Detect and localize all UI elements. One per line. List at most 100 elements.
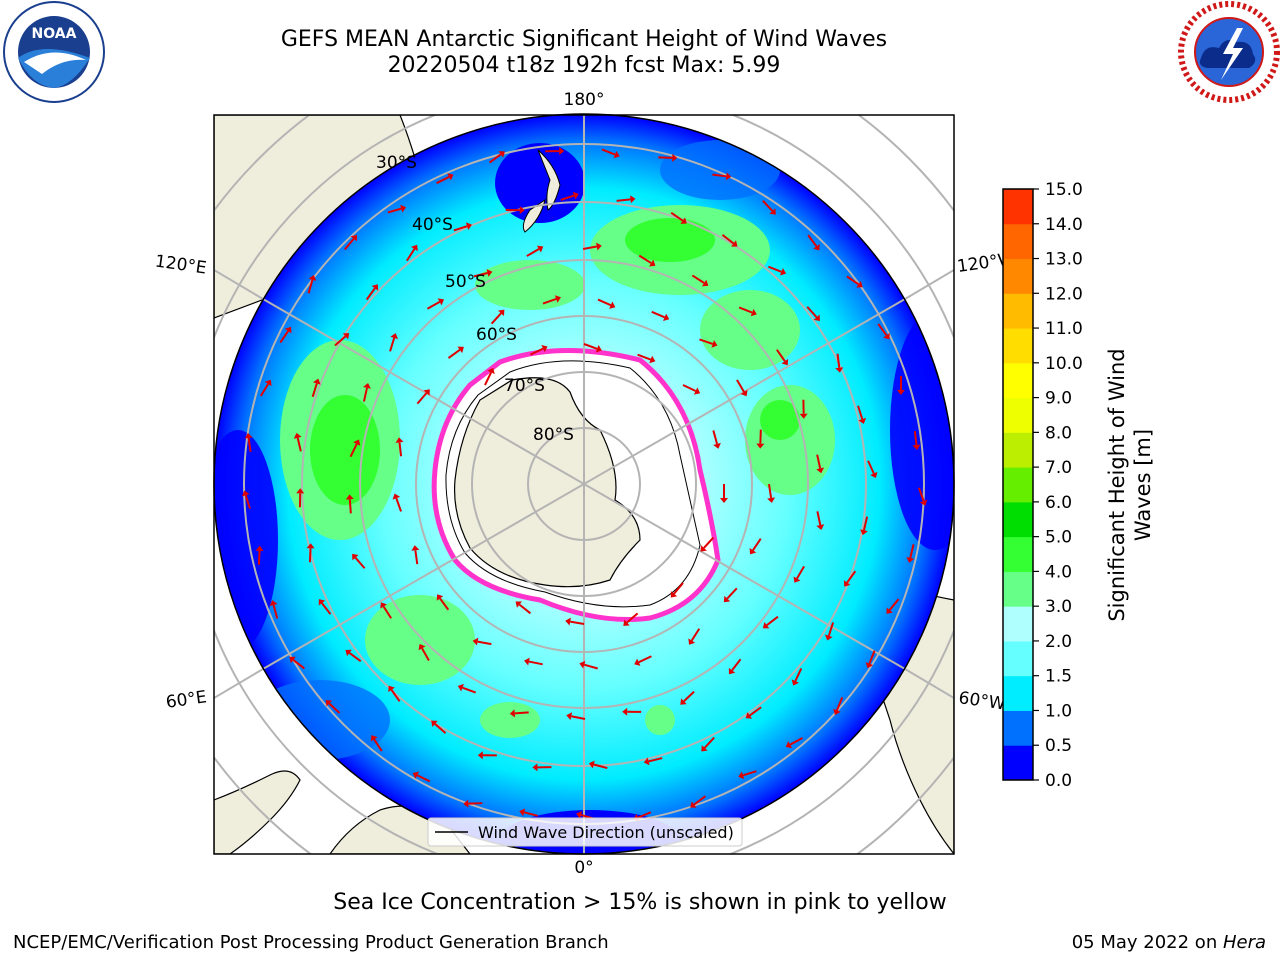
colorbar-block (1003, 640, 1033, 677)
wave-direction-arrowhead (318, 599, 326, 606)
wave-direction-arrowhead (835, 367, 844, 373)
wave-direction-arrowhead (906, 557, 915, 563)
wave-direction-arrowhead (700, 545, 707, 552)
wave-direction-arrow (395, 497, 402, 512)
wave-direction-arrowhead (649, 355, 656, 364)
footer-credit: NCEP/EMC/Verification Post Processing Pr… (13, 932, 609, 953)
wave-direction-arrowhead (524, 657, 530, 666)
wave-direction-arrow (349, 443, 358, 458)
wave-direction-arrowhead (363, 383, 371, 389)
wave-direction-arrowhead (579, 660, 586, 669)
wave-direction-arrowhead (843, 580, 851, 587)
wave-direction-arrowhead (498, 151, 505, 158)
colorbar-tick-label: 12.0 (1045, 284, 1083, 304)
wave-direction-arrow (490, 312, 502, 325)
wave-direction-arrow (712, 430, 719, 445)
wave-direction-arrowhead (912, 444, 921, 450)
wave-direction-arrowhead (919, 499, 928, 506)
wave-direction-arrow (877, 323, 888, 336)
wave-direction-arrowhead (395, 437, 404, 443)
noaa-logo: NOAA (3, 1, 105, 103)
colorbar-block (1003, 397, 1033, 433)
wave-direction-arrowhead (833, 708, 841, 715)
wave-direction-arrowhead (649, 259, 656, 267)
wave-direction-arrowhead (486, 269, 493, 277)
wave-direction-arrow (601, 148, 616, 156)
colorbar-block (1003, 258, 1033, 294)
wave-direction-arrowhead (457, 683, 464, 692)
wave-direction-arrow (571, 715, 586, 720)
wave-direction-arrow (626, 612, 639, 624)
wave-direction-arrow (616, 198, 631, 202)
colorbar-block (1003, 501, 1033, 538)
ocean-disc (214, 114, 954, 854)
wave-direction-arrow (514, 711, 529, 715)
wave-direction-arrowhead (388, 685, 395, 693)
wave-direction-arrowhead (437, 298, 444, 306)
wave-direction-arrowhead (791, 679, 799, 686)
colorbar-tick-label: 0.0 (1045, 771, 1072, 791)
colorbar-block (1003, 571, 1033, 607)
wave-direction-arrow (796, 565, 805, 579)
wave-direction-arrow (742, 770, 757, 777)
wave-direction-arrowhead (813, 243, 820, 251)
wave-direction-arrowhead (411, 545, 420, 551)
wave-direction-arrow (311, 383, 318, 398)
wave-direction-arrowhead (572, 191, 579, 200)
colorbar-tick-label: 0.5 (1045, 736, 1072, 756)
wave-direction-arrowhead (643, 757, 650, 766)
wave-direction-arrow (638, 254, 652, 264)
wave-direction-arrow (736, 379, 745, 393)
wave-direction-arrow (398, 442, 403, 457)
wave-direction-arrowhead (536, 245, 544, 253)
wave-direction-arrow (597, 298, 612, 307)
wave-direction-arrow (526, 248, 540, 257)
wave-direction-arrowhead (342, 333, 350, 340)
wave-direction-arrowhead (345, 649, 352, 657)
wave-direction-arrow (488, 153, 502, 164)
wave-direction-arrow (344, 238, 355, 251)
wave-direction-arrow (749, 706, 762, 717)
wave-direction-arrowhead (799, 413, 808, 419)
wave-direction-arrow (909, 544, 915, 559)
colorbar-tick-label: 2.0 (1045, 632, 1072, 652)
wave-direction-arrowhead (380, 602, 387, 609)
wave-direction-arrowhead (750, 308, 757, 317)
wave-direction-arrow (712, 173, 727, 178)
nws-logo (1178, 1, 1280, 103)
wave-direction-arrow (670, 211, 684, 222)
wave-direction-arrowhead (693, 387, 701, 395)
wave-direction-arrowhead (418, 643, 426, 651)
wave-direction-arrowhead (749, 548, 757, 555)
wave-direction-arrow (673, 582, 684, 595)
wave-direction-arrow (913, 430, 918, 446)
wave-direction-arrow (593, 763, 608, 770)
wave-direction-arrowhead (720, 498, 728, 503)
wave-direction-arrowhead (370, 735, 378, 742)
wave-direction-arrowhead (559, 147, 565, 156)
wave-direction-arrowhead (762, 622, 770, 629)
lat-label-30s: 30°S (376, 153, 417, 173)
wave-direction-arrowhead (670, 591, 678, 598)
wave-direction-arrowhead (663, 313, 670, 321)
wave-direction-arrow (691, 274, 705, 284)
wave-direction-arrowhead (701, 279, 709, 287)
wave-direction-arrowhead (532, 763, 538, 772)
wave-direction-arrowhead (858, 417, 867, 424)
colorbar-block (1003, 328, 1033, 364)
sea-ice-caption: Sea Ice Concentration > 15% is shown in … (333, 890, 947, 915)
wave-direction-arrowhead (284, 326, 292, 334)
wave-direction-arrow (637, 811, 652, 819)
wave-direction-arrowhead (793, 576, 801, 583)
colorbar-block (1003, 362, 1033, 399)
lon-label-180: 180° (564, 90, 605, 110)
colorbar-blocks (1003, 189, 1033, 781)
wave-direction-arrow (683, 690, 695, 702)
wave-direction-arrowhead (896, 389, 905, 395)
wave-direction-arrowhead (436, 594, 444, 601)
wave-direction-arrowhead (541, 345, 548, 353)
wave-direction-arrow (473, 272, 488, 278)
wave-direction-arrowhead (596, 242, 602, 251)
wave-direction-arrowhead (498, 309, 505, 317)
wave-direction-arrow (296, 437, 302, 452)
